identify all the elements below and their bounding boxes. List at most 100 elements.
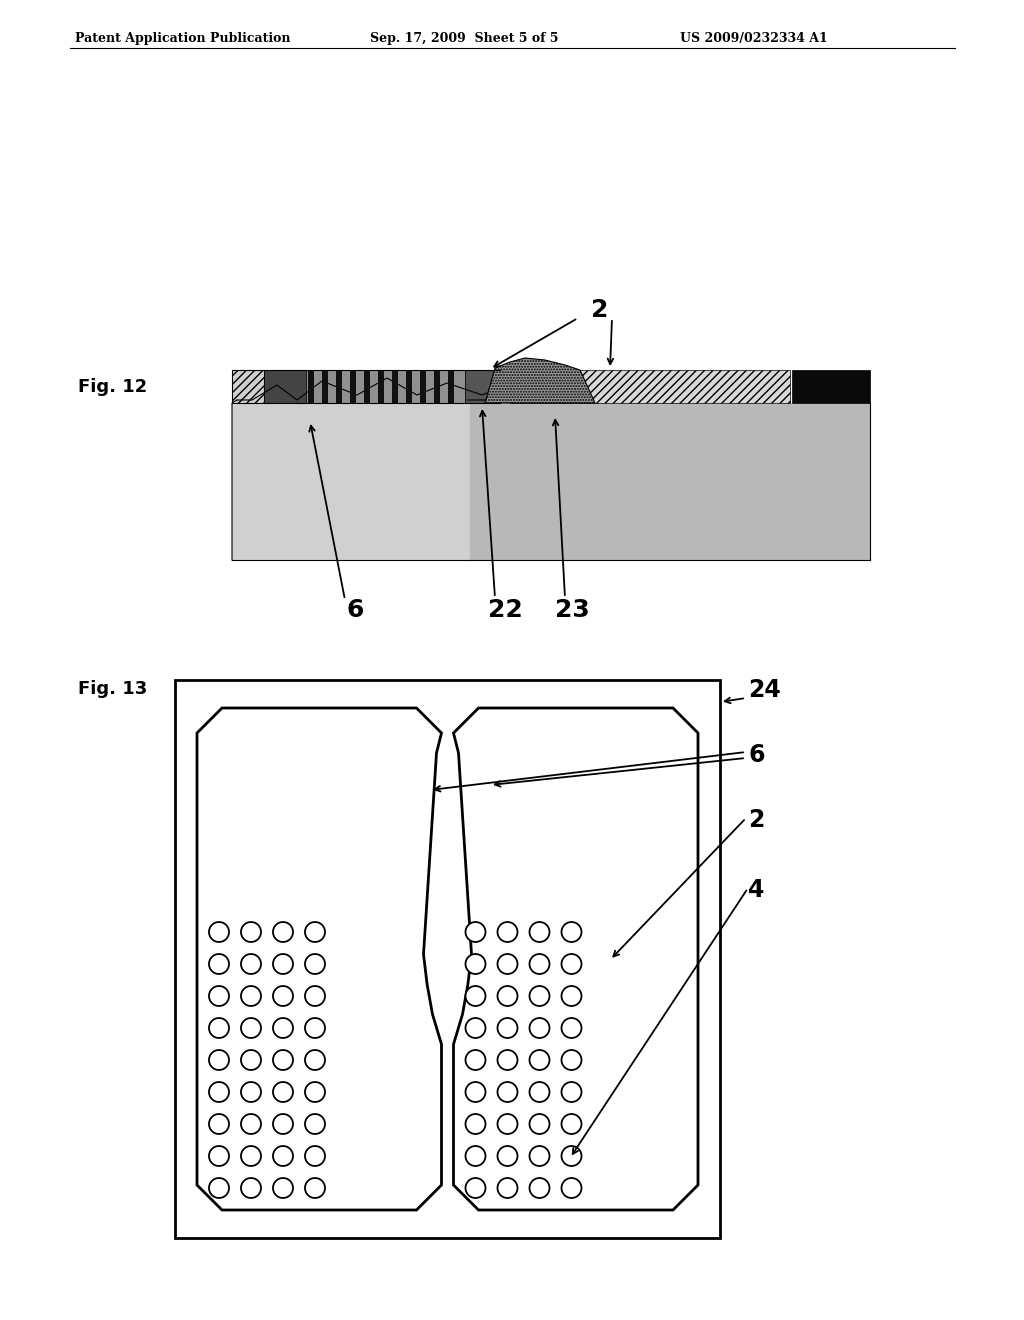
Polygon shape (237, 400, 252, 403)
Circle shape (305, 1114, 325, 1134)
Circle shape (305, 921, 325, 942)
Polygon shape (252, 385, 278, 403)
Circle shape (529, 1177, 550, 1199)
Polygon shape (378, 370, 384, 403)
Circle shape (273, 954, 293, 974)
Circle shape (466, 1018, 485, 1038)
Circle shape (561, 1082, 582, 1102)
Text: US 2009/0232334 A1: US 2009/0232334 A1 (680, 32, 827, 45)
Circle shape (466, 1049, 485, 1071)
Circle shape (209, 986, 229, 1006)
Polygon shape (792, 370, 870, 403)
Polygon shape (485, 358, 595, 403)
Circle shape (466, 954, 485, 974)
Circle shape (498, 921, 517, 942)
Polygon shape (264, 370, 306, 403)
Circle shape (498, 1177, 517, 1199)
Circle shape (273, 1082, 293, 1102)
Polygon shape (306, 370, 465, 403)
Circle shape (241, 1082, 261, 1102)
Circle shape (273, 1018, 293, 1038)
Circle shape (561, 986, 582, 1006)
Polygon shape (322, 370, 328, 403)
Polygon shape (387, 378, 417, 403)
Polygon shape (420, 370, 426, 403)
Polygon shape (468, 400, 537, 403)
Polygon shape (434, 370, 440, 403)
Circle shape (529, 1018, 550, 1038)
Polygon shape (308, 370, 314, 403)
Circle shape (466, 986, 485, 1006)
Polygon shape (454, 708, 698, 1210)
Circle shape (209, 1018, 229, 1038)
Text: 4: 4 (748, 878, 764, 902)
Circle shape (209, 1114, 229, 1134)
Circle shape (241, 1114, 261, 1134)
Polygon shape (350, 370, 356, 403)
Polygon shape (465, 370, 500, 403)
Polygon shape (449, 370, 454, 403)
Text: 2: 2 (591, 298, 608, 322)
Circle shape (561, 921, 582, 942)
Text: 6: 6 (346, 598, 364, 622)
Circle shape (529, 986, 550, 1006)
Polygon shape (232, 370, 264, 403)
Circle shape (209, 1082, 229, 1102)
Circle shape (498, 1146, 517, 1166)
Polygon shape (197, 708, 441, 1210)
Circle shape (498, 1018, 517, 1038)
Polygon shape (175, 680, 720, 1238)
Text: Patent Application Publication: Patent Application Publication (75, 32, 291, 45)
Circle shape (209, 1146, 229, 1166)
Circle shape (305, 1049, 325, 1071)
Circle shape (209, 954, 229, 974)
Circle shape (529, 954, 550, 974)
Polygon shape (297, 381, 322, 403)
Circle shape (561, 1177, 582, 1199)
Circle shape (273, 986, 293, 1006)
Polygon shape (392, 370, 398, 403)
Circle shape (305, 1018, 325, 1038)
Polygon shape (512, 383, 537, 403)
Polygon shape (232, 403, 470, 560)
Circle shape (529, 1082, 550, 1102)
Circle shape (529, 1114, 550, 1134)
Circle shape (305, 1082, 325, 1102)
Text: Fig. 13: Fig. 13 (78, 680, 147, 698)
Circle shape (305, 954, 325, 974)
Text: 2: 2 (748, 808, 764, 832)
Polygon shape (357, 378, 387, 403)
Text: 24: 24 (748, 678, 780, 702)
Text: 6: 6 (748, 743, 765, 767)
Text: Sep. 17, 2009  Sheet 5 of 5: Sep. 17, 2009 Sheet 5 of 5 (370, 32, 558, 45)
Circle shape (241, 1146, 261, 1166)
Circle shape (561, 1146, 582, 1166)
Polygon shape (417, 383, 447, 403)
Text: Fig. 12: Fig. 12 (78, 378, 147, 396)
Circle shape (529, 1049, 550, 1071)
Polygon shape (364, 370, 370, 403)
Circle shape (305, 1146, 325, 1166)
Circle shape (529, 1146, 550, 1166)
Circle shape (305, 986, 325, 1006)
Polygon shape (406, 370, 412, 403)
Polygon shape (482, 383, 512, 403)
Circle shape (529, 921, 550, 942)
Circle shape (498, 986, 517, 1006)
Circle shape (466, 1146, 485, 1166)
Circle shape (209, 921, 229, 942)
Circle shape (273, 1177, 293, 1199)
Circle shape (498, 1049, 517, 1071)
Circle shape (241, 1177, 261, 1199)
Circle shape (466, 1082, 485, 1102)
Circle shape (273, 1114, 293, 1134)
Circle shape (241, 986, 261, 1006)
Circle shape (273, 1146, 293, 1166)
Circle shape (241, 954, 261, 974)
Circle shape (241, 1018, 261, 1038)
Text: 22: 22 (488, 598, 522, 622)
Circle shape (241, 921, 261, 942)
Circle shape (561, 1114, 582, 1134)
Polygon shape (470, 403, 870, 560)
Text: 23: 23 (555, 598, 590, 622)
